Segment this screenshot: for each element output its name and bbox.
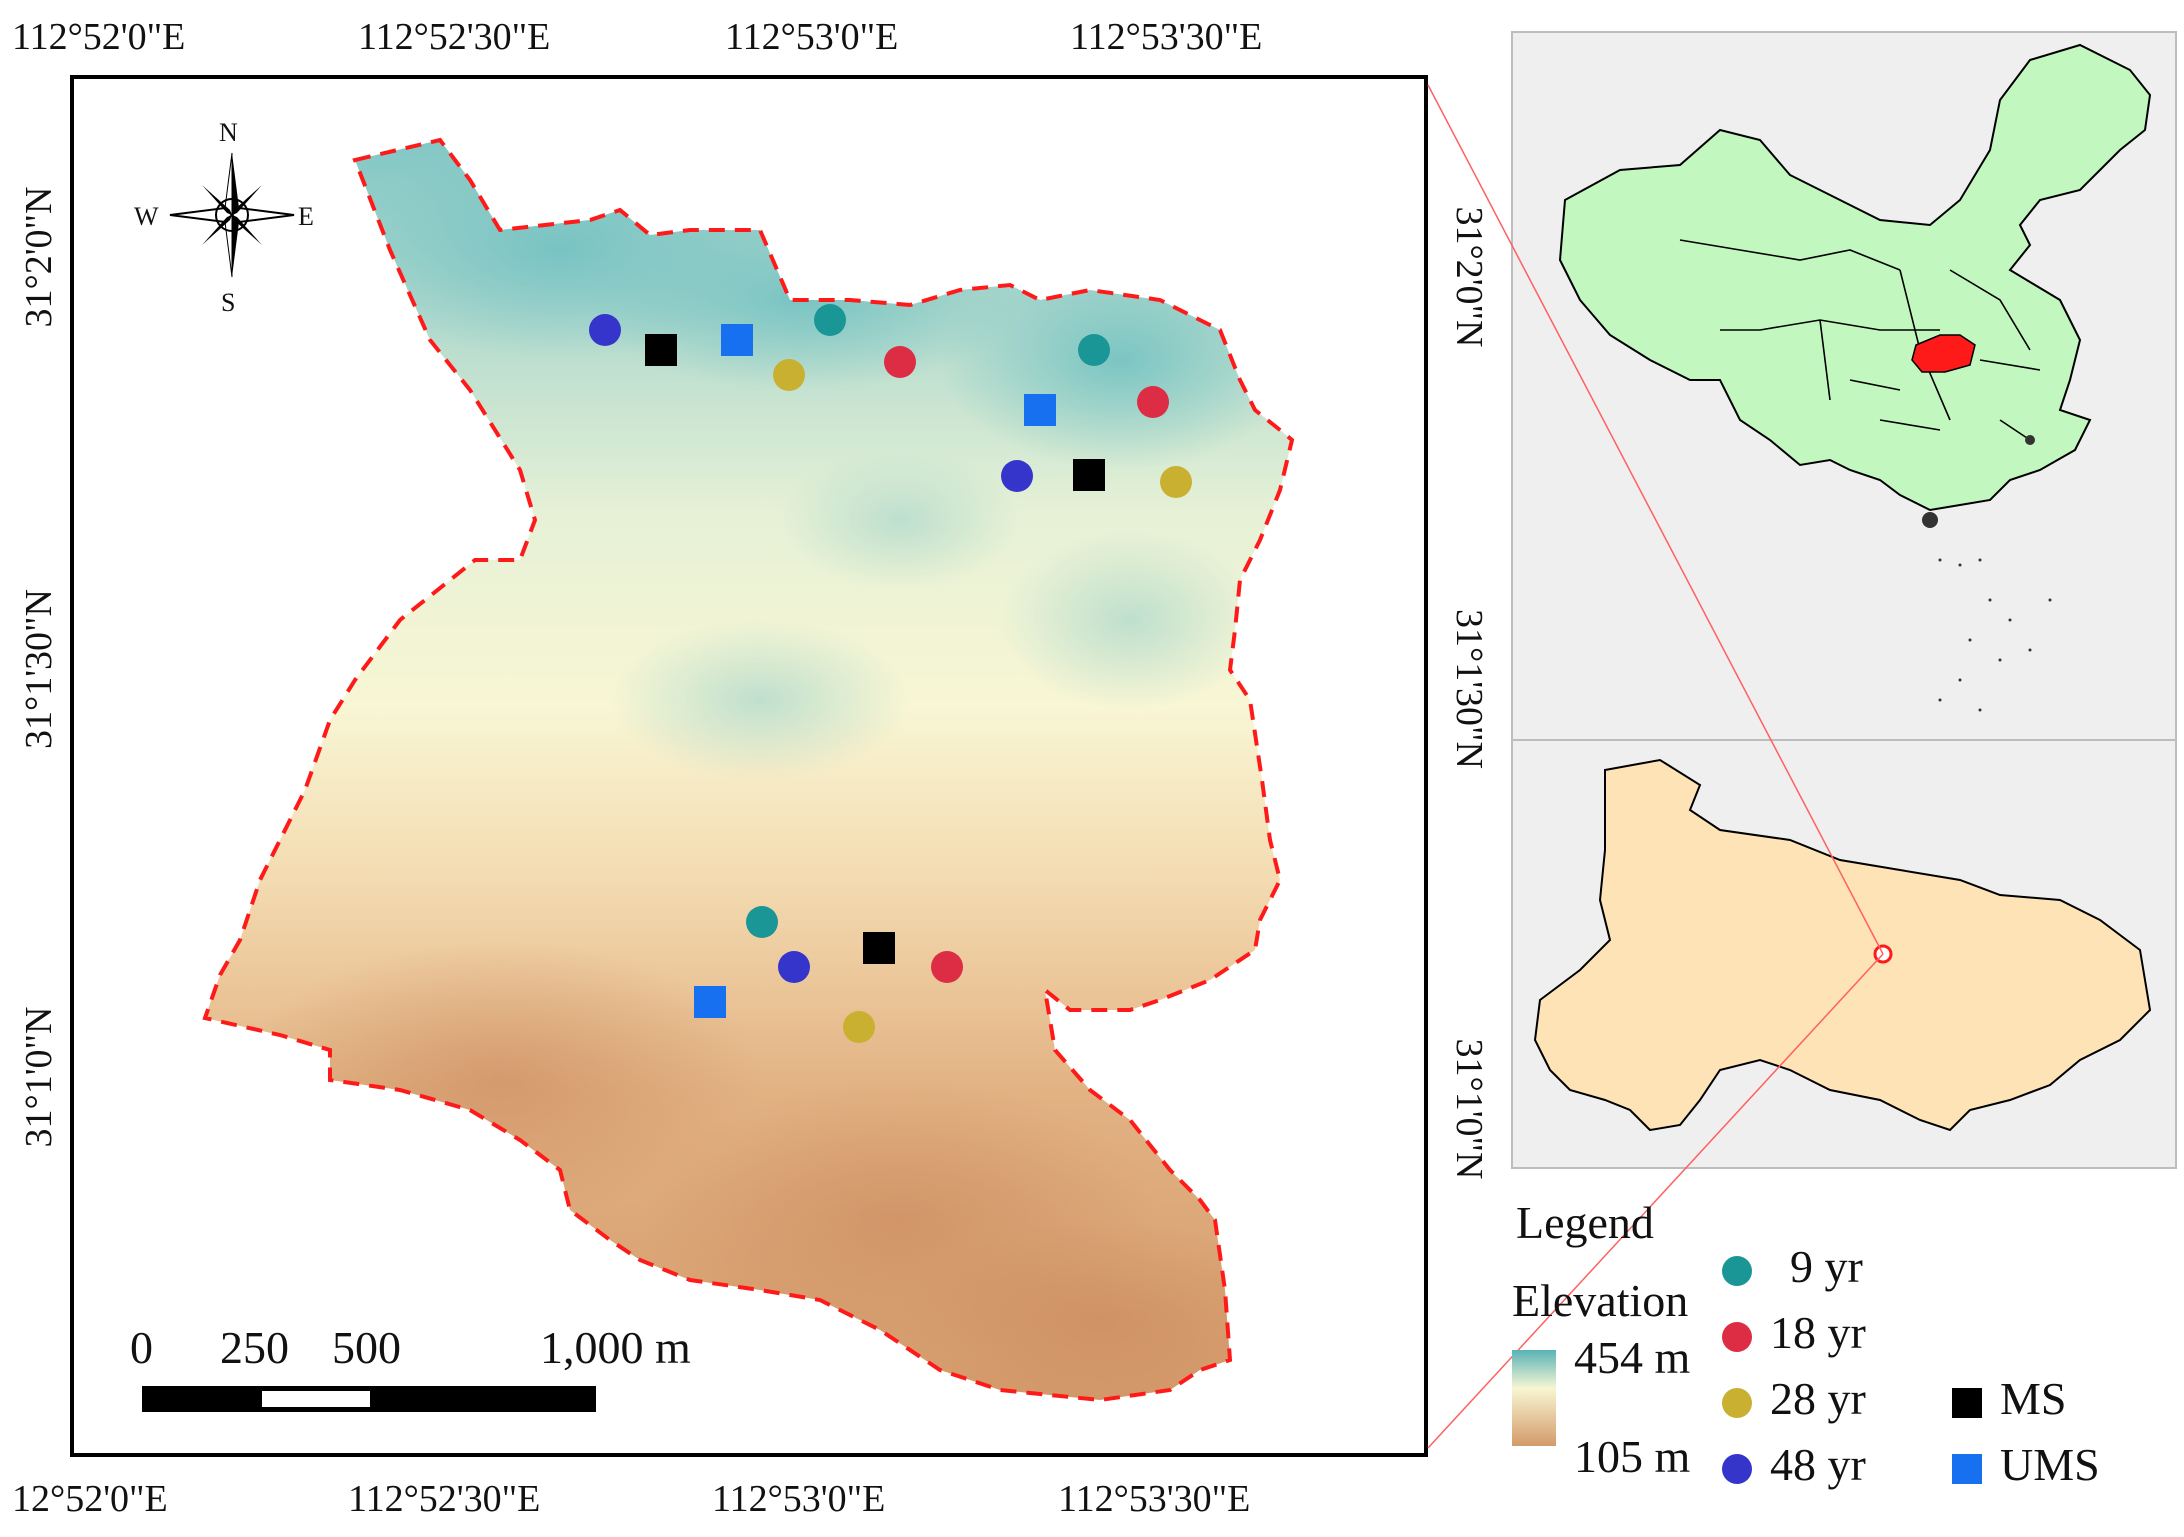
sample-point-18-yr-5 bbox=[931, 951, 963, 983]
sample-point-18-yr-3 bbox=[884, 346, 916, 378]
hubei-highlight bbox=[1911, 334, 1976, 373]
legend-label-0: 9 yr bbox=[1790, 1241, 1863, 1292]
sample-point-9-yr-2 bbox=[746, 906, 778, 938]
legend-title: Legend bbox=[1516, 1197, 1654, 1248]
legend-symbol-4 bbox=[1952, 1388, 1982, 1418]
coord-top-4: 112°53'30"E bbox=[1070, 16, 1263, 58]
legend-symbol-5 bbox=[1952, 1454, 1982, 1484]
compass-e: E bbox=[298, 202, 314, 231]
legend-label-5: UMS bbox=[2000, 1439, 2100, 1490]
sample-point-ums-15 bbox=[721, 324, 753, 356]
sample-point-9-yr-1 bbox=[1078, 334, 1110, 366]
coord-bottom-2: 112°52'30"E bbox=[348, 1478, 541, 1520]
sample-point-48-yr-10 bbox=[1001, 460, 1033, 492]
coord-bottom-4: 112°53'30"E bbox=[1058, 1478, 1251, 1520]
sample-point-48-yr-11 bbox=[778, 951, 810, 983]
legend-label-2: 28 yr bbox=[1770, 1373, 1866, 1424]
compass-rose bbox=[169, 152, 295, 278]
sample-point-48-yr-9 bbox=[589, 314, 621, 346]
scale-label-500: 500 bbox=[332, 1322, 401, 1373]
sample-point-9-yr-0 bbox=[814, 304, 846, 336]
sample-point-18-yr-4 bbox=[1137, 386, 1169, 418]
sample-point-ms-13 bbox=[1073, 459, 1105, 491]
compass-n: N bbox=[219, 118, 238, 147]
hubei-outline bbox=[1533, 758, 2152, 1132]
sample-point-ums-16 bbox=[1024, 394, 1056, 426]
coord-bottom-1: 12°52'0"E bbox=[12, 1478, 168, 1520]
legend-label-4: MS bbox=[2000, 1373, 2067, 1424]
scale-label-250: 250 bbox=[220, 1322, 289, 1373]
legend-label-3: 48 yr bbox=[1770, 1439, 1866, 1490]
scale-label-1000: 1,000 m bbox=[540, 1322, 691, 1373]
sample-point-28-yr-6 bbox=[773, 359, 805, 391]
sample-point-28-yr-8 bbox=[843, 1011, 875, 1043]
coord-top-1: 112°52'0"E bbox=[12, 16, 186, 58]
sample-point-ms-14 bbox=[863, 932, 895, 964]
coord-bottom-3: 112°53'0"E bbox=[712, 1478, 886, 1520]
sample-point-28-yr-7 bbox=[1160, 466, 1192, 498]
scale-bar bbox=[142, 1386, 596, 1412]
coord-top-3: 112°53'0"E bbox=[725, 16, 899, 58]
compass-s: S bbox=[221, 288, 236, 317]
elevation-color-bar bbox=[1512, 1350, 1556, 1446]
sample-point-ums-17 bbox=[694, 986, 726, 1018]
legend-symbol-2 bbox=[1722, 1388, 1752, 1418]
elevation-title: Elevation bbox=[1512, 1275, 1689, 1326]
compass-w: W bbox=[134, 202, 159, 231]
legend-symbol-0 bbox=[1722, 1256, 1752, 1286]
legend-label-1: 18 yr bbox=[1770, 1307, 1866, 1358]
sample-point-ms-12 bbox=[645, 334, 677, 366]
sample-points bbox=[589, 304, 1192, 1043]
china-outline bbox=[1558, 43, 2152, 512]
legend-symbol-1 bbox=[1722, 1322, 1752, 1352]
elevation-min: 105 m bbox=[1574, 1431, 1691, 1482]
coord-top-2: 112°52'30"E bbox=[358, 16, 551, 58]
legend-symbol-3 bbox=[1722, 1454, 1752, 1484]
elevation-max: 454 m bbox=[1574, 1332, 1691, 1383]
scale-label-0: 0 bbox=[130, 1322, 153, 1373]
